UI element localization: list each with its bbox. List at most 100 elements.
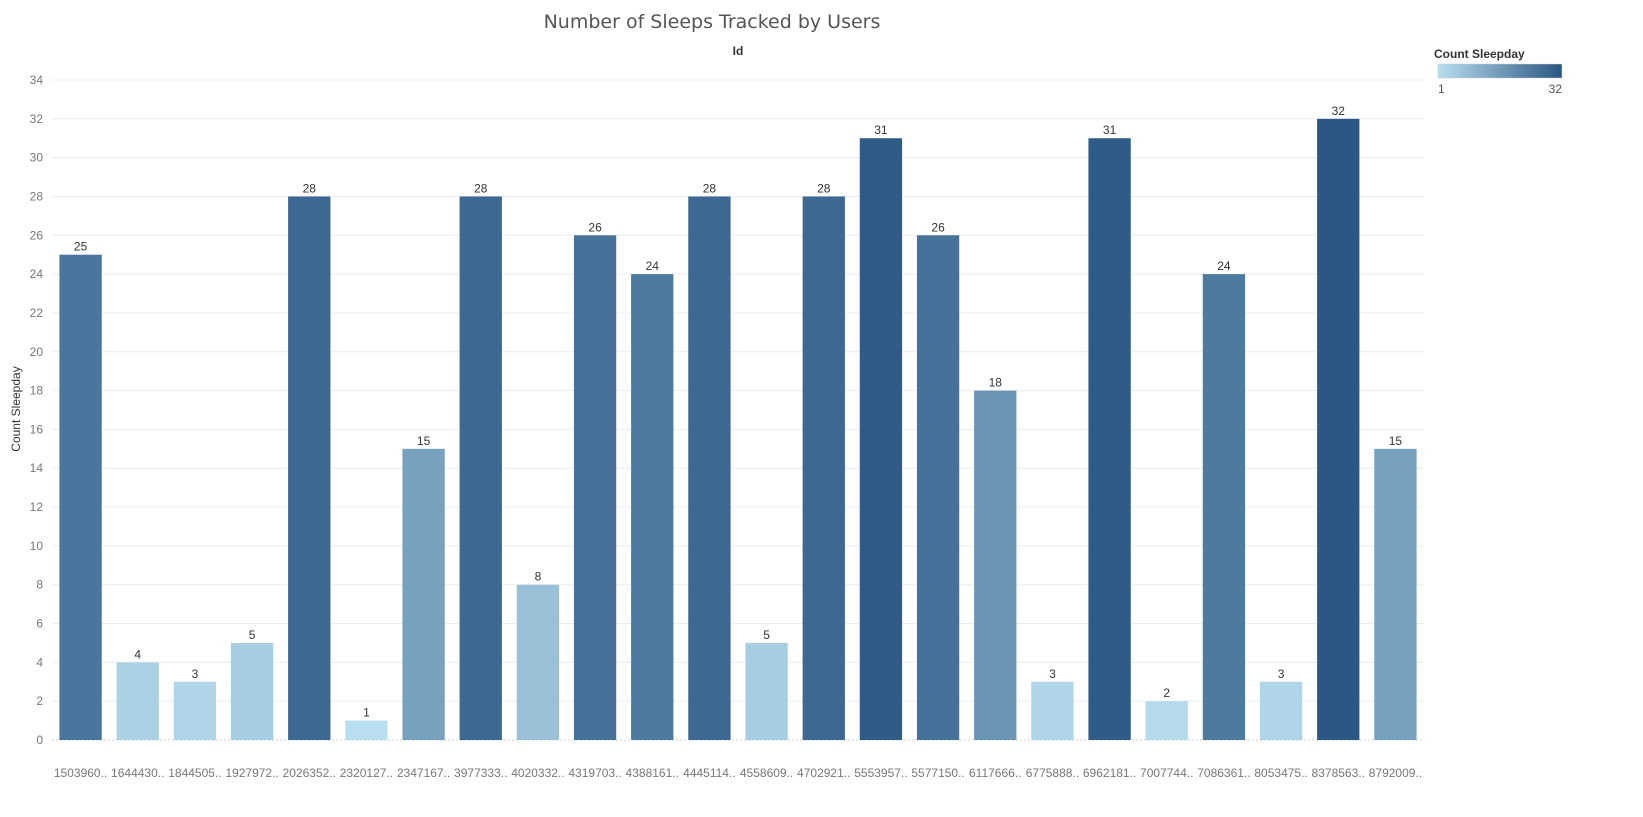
bar[interactable] [974, 390, 1017, 740]
bar-value-label: 28 [703, 181, 717, 195]
legend-max-label: 32 [1549, 82, 1563, 96]
x-axis-ticks: 1503960.. 1644430.. 1844505.. 1927972.. 2026… [54, 766, 1422, 780]
bar-value-label: 1 [363, 706, 370, 720]
bar-value-label: 5 [249, 628, 256, 642]
top-axis-label: Id [733, 44, 744, 58]
color-legend: Count Sleepday 1 32 [1434, 47, 1562, 96]
y-tick-label: 0 [36, 733, 43, 747]
y-tick-label: 6 [36, 617, 43, 631]
bar[interactable] [1259, 681, 1303, 740]
chart-title: Number of Sleeps Tracked by Users [544, 11, 881, 33]
x-tick-label: 7007744.. [1140, 766, 1193, 780]
y-tick-label: 28 [30, 189, 44, 203]
x-tick-label: 2347167.. [397, 766, 450, 780]
x-tick-label: 4445114.. [683, 766, 736, 780]
x-tick-label: 1503960.. [54, 766, 107, 780]
bar-value-label: 2 [1163, 686, 1170, 700]
bar[interactable] [1088, 138, 1131, 740]
bar[interactable] [516, 584, 560, 740]
bar-value-label: 28 [817, 181, 831, 195]
x-tick-label: 8792009.. [1369, 766, 1422, 780]
x-tick-label: 1844505.. [168, 766, 221, 780]
x-tick-label: 2320127.. [340, 766, 393, 780]
bar-value-label: 24 [646, 259, 660, 273]
y-tick-label: 16 [30, 422, 44, 436]
bar[interactable] [688, 196, 731, 740]
bar-value-label: 3 [192, 667, 199, 681]
bar[interactable] [59, 254, 102, 741]
bar-value-label: 31 [1103, 123, 1117, 137]
bar[interactable] [1031, 681, 1074, 740]
bar-value-label: 3 [1278, 667, 1285, 681]
bar-value-label: 26 [588, 220, 602, 234]
bar[interactable] [345, 720, 388, 740]
bar-value-label: 15 [417, 434, 431, 448]
bar-value-label: 5 [763, 628, 770, 642]
y-tick-label: 30 [30, 151, 44, 165]
x-tick-label: 6117666.. [969, 766, 1022, 780]
x-tick-label: 4702921.. [797, 766, 850, 780]
x-tick-label: 6775888.. [1026, 766, 1079, 780]
bar[interactable] [173, 681, 217, 740]
bar[interactable] [802, 196, 845, 740]
x-tick-label: 4020332.. [511, 766, 564, 780]
legend-min-label: 1 [1438, 82, 1445, 96]
bar-value-label: 26 [931, 220, 945, 234]
x-tick-label: 6962181.. [1083, 766, 1136, 780]
y-tick-label: 18 [30, 384, 44, 398]
bar[interactable] [573, 235, 617, 740]
x-tick-label: 4319703.. [568, 766, 621, 780]
x-tick-label: 4558609.. [740, 766, 793, 780]
bar[interactable] [1202, 274, 1246, 740]
x-tick-label: 8053475.. [1254, 766, 1307, 780]
bar[interactable] [459, 196, 502, 740]
x-tick-label: 5553957.. [854, 766, 907, 780]
x-tick-label: 3977333.. [454, 766, 507, 780]
y-tick-label: 34 [30, 73, 44, 87]
bar[interactable] [631, 274, 674, 740]
y-tick-label: 20 [30, 345, 44, 359]
gridlines [52, 79, 1424, 741]
bar-value-label: 18 [989, 376, 1003, 390]
x-tick-label: 1927972.. [225, 766, 278, 780]
bar[interactable] [1317, 118, 1360, 740]
bar-value-label: 4 [134, 647, 141, 661]
bar-value-label: 32 [1332, 104, 1346, 118]
bar[interactable] [288, 196, 331, 740]
bar-value-label: 28 [303, 181, 317, 195]
y-tick-label: 4 [36, 655, 43, 669]
y-tick-label: 10 [30, 539, 44, 553]
x-tick-label: 1644430.. [111, 766, 164, 780]
bar[interactable] [745, 642, 788, 740]
bar[interactable] [1374, 448, 1417, 740]
bars [59, 118, 1417, 741]
bar[interactable] [916, 235, 960, 740]
x-tick-label: 5577150.. [911, 766, 964, 780]
y-tick-label: 8 [36, 578, 43, 592]
bar[interactable] [230, 642, 274, 740]
legend-title: Count Sleepday [1434, 47, 1525, 61]
bar-value-label: 28 [474, 181, 488, 195]
x-tick-label: 4388161.. [626, 766, 679, 780]
y-tick-label: 26 [30, 228, 44, 242]
bar-value-label: 31 [874, 123, 888, 137]
bar[interactable] [402, 448, 445, 740]
y-axis-label: Count Sleepday [9, 366, 23, 451]
bar[interactable] [1145, 701, 1188, 740]
x-tick-label: 8378563.. [1312, 766, 1365, 780]
x-tick-label: 2026352.. [283, 766, 336, 780]
bar[interactable] [859, 138, 903, 740]
bar-value-labels: 25 4 3 5 28 1 15 28 8 26 24 28 5 28 31 26 18 3 31 2 24 3 32 15 [74, 104, 1403, 720]
bar-value-label: 24 [1217, 259, 1231, 273]
x-tick-label: 7086361.. [1197, 766, 1250, 780]
y-tick-label: 2 [36, 694, 43, 708]
bar[interactable] [116, 662, 159, 740]
y-tick-label: 24 [30, 267, 44, 281]
bar-value-label: 8 [535, 570, 542, 584]
y-tick-label: 22 [30, 306, 44, 320]
bar-value-label: 25 [74, 240, 88, 254]
y-tick-label: 12 [30, 500, 44, 514]
y-tick-label: 14 [30, 461, 44, 475]
